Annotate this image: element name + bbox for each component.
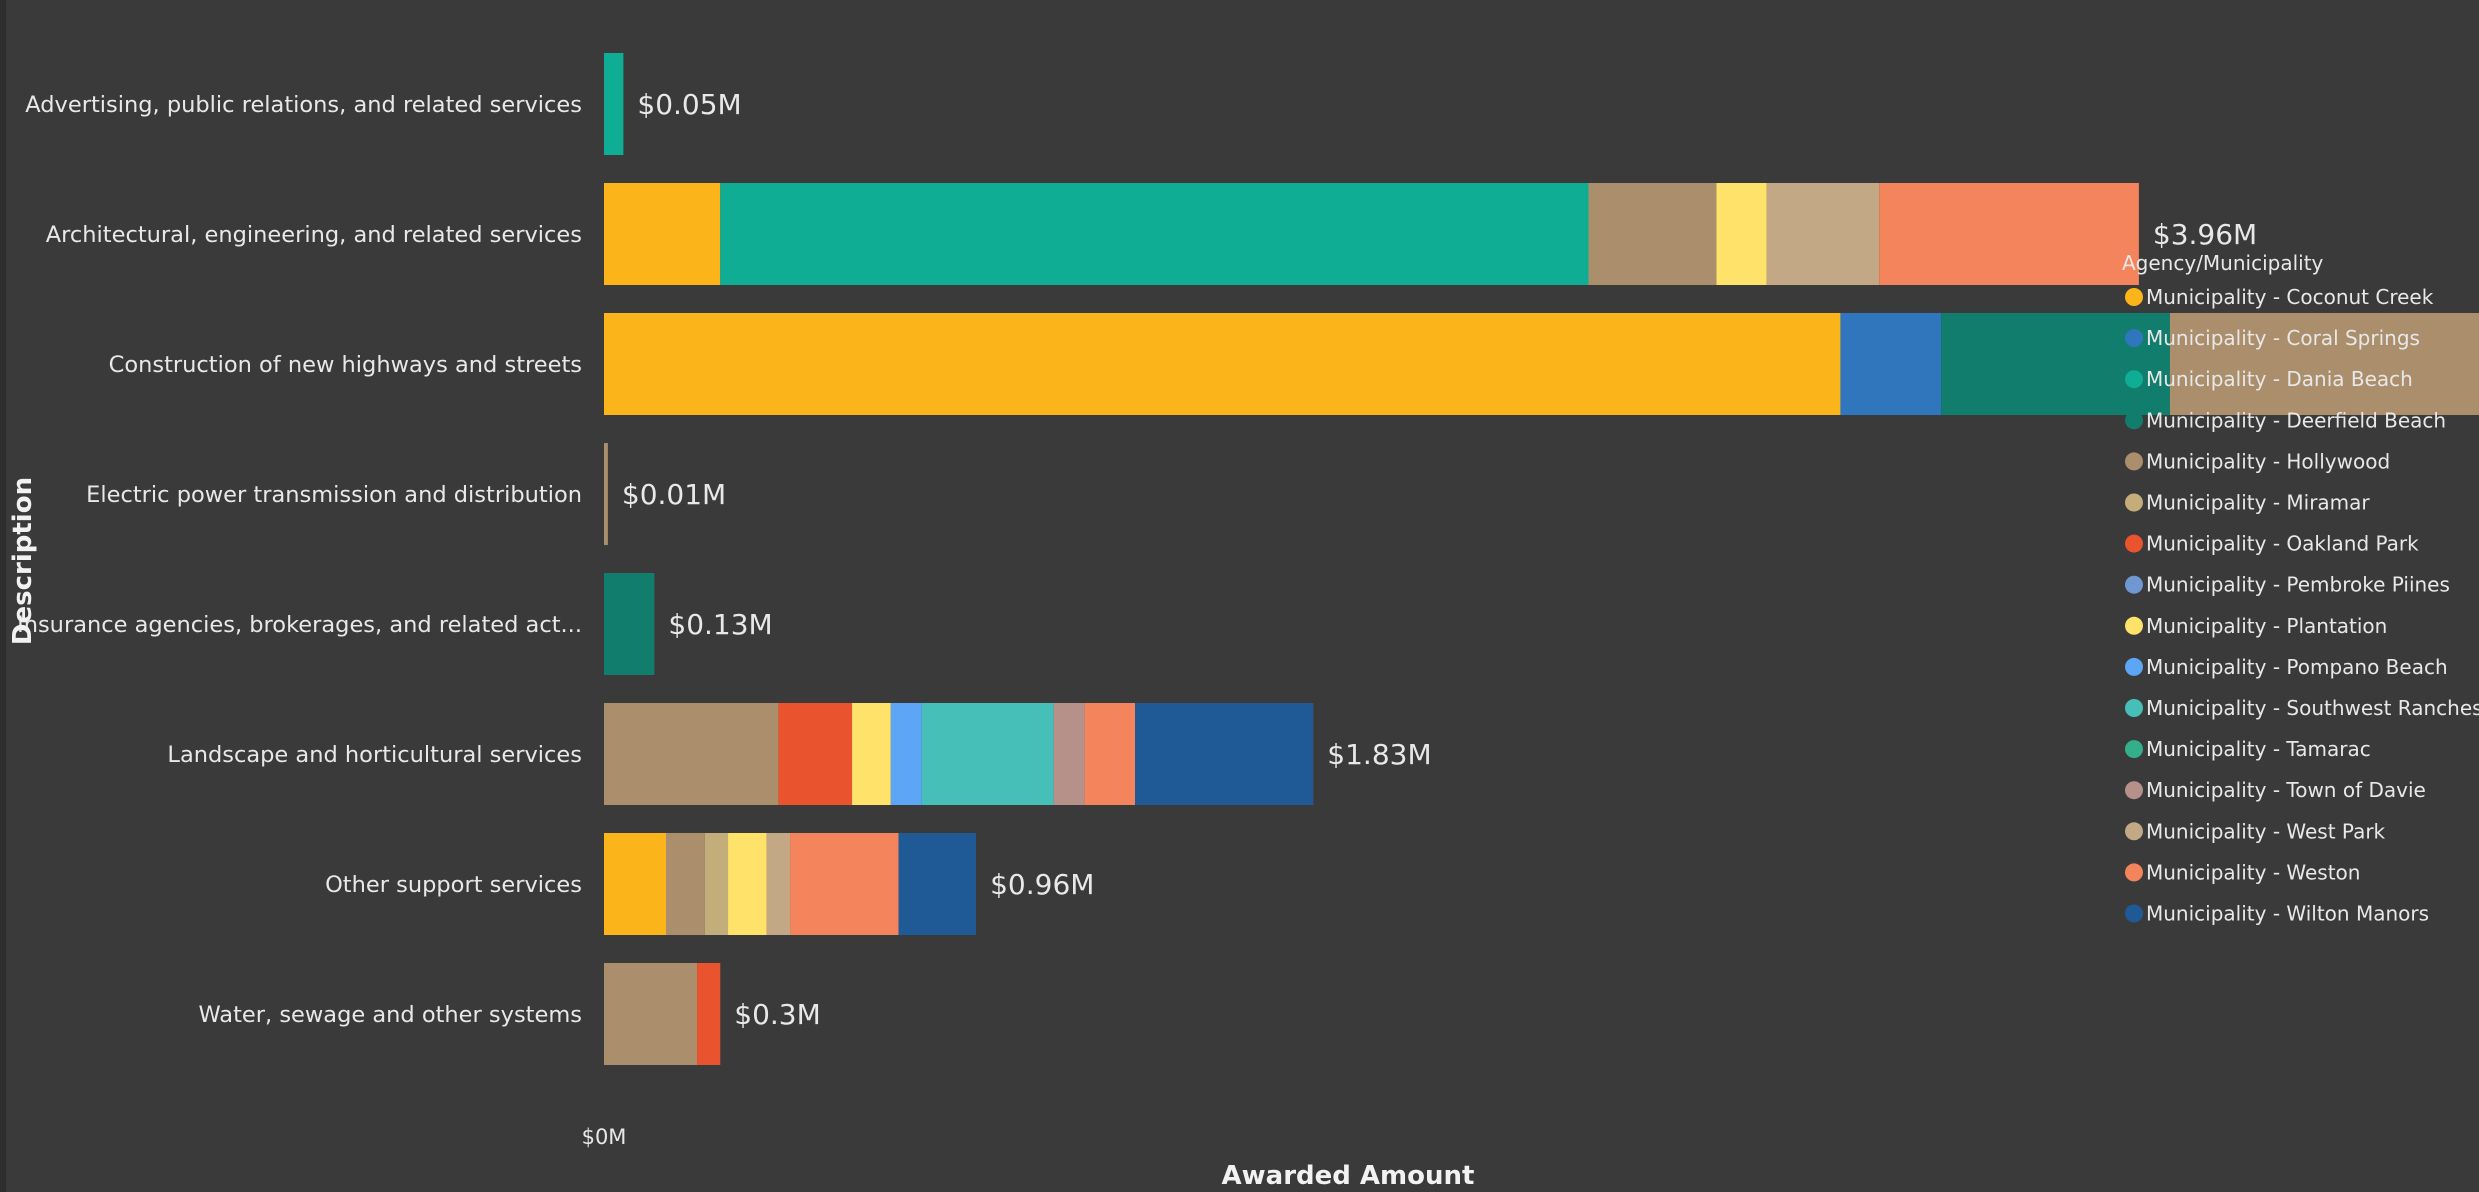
bar-segment (666, 833, 705, 935)
bar-segment (1879, 183, 2139, 285)
bar-segment (1716, 183, 1767, 285)
legend-marker-icon (2125, 329, 2143, 348)
bar-total-label: $0.3M (734, 998, 821, 1031)
bar-segment (1941, 313, 2170, 415)
y-axis-title: Description (8, 477, 38, 645)
bar-segment (697, 963, 721, 1065)
legend-entry: Municipality - Dania Beach (2146, 367, 2413, 391)
bar-segment (790, 833, 899, 935)
legend: Agency/Municipality Municipality - Cocon… (2122, 251, 2479, 926)
legend-entry: Municipality - Town of Davie (2146, 778, 2426, 802)
bar-segment (604, 833, 667, 935)
legend-marker-icon (2125, 575, 2143, 594)
bar-total-label: $0.96M (990, 868, 1094, 901)
total-labels: $0.05M$3.96M$17.83M$0.01M$0.13M$1.83M$0.… (622, 88, 2257, 1031)
legend-entry: Municipality - Pompano Beach (2146, 655, 2448, 679)
x-axis-ticks: $0M$5M$10M$15M (582, 1125, 627, 1149)
legend-marker-icon (2125, 699, 2143, 717)
legend-entry: Municipality - Weston (2146, 860, 2360, 884)
legend-marker-icon (2125, 740, 2143, 759)
legend-entry: Municipality - Oakland Park (2146, 532, 2419, 556)
bar-segment (728, 833, 767, 935)
category-label: Landscape and horticultural services (167, 742, 582, 768)
bar-segment (778, 703, 853, 805)
bar-total-label: $1.83M (1327, 738, 1431, 771)
bar-segment (720, 183, 1589, 285)
bar-segment (604, 183, 721, 285)
legend-marker-icon (2125, 781, 2143, 800)
bar-segment (1766, 183, 1880, 285)
category-label: Insurance agencies, brokerages, and rela… (17, 612, 582, 638)
legend-entry: Municipality - Coconut Creek (2146, 285, 2434, 309)
legend-marker-icon (2125, 288, 2143, 306)
legend-marker-icon (2125, 822, 2143, 841)
bar-segment (921, 703, 1054, 805)
legend-marker-icon (2125, 616, 2143, 635)
legend-marker-icon (2125, 904, 2143, 923)
legend-entry: Municipality - Southwest Ranches (2146, 696, 2479, 720)
bar-total-label: $3.96M (2153, 218, 2257, 251)
bar-segment (704, 833, 729, 935)
bar-segment (604, 703, 779, 805)
bar-segment (1840, 313, 1942, 415)
bar-segment (1588, 183, 1717, 285)
legend-marker-icon (2125, 534, 2143, 553)
legend-entry: Municipality - Wilton Manors (2146, 902, 2429, 926)
bar-segment (898, 833, 977, 935)
left-edge (0, 0, 6, 1192)
legend-marker-icon (2125, 411, 2143, 430)
legend-entry: Municipality - Miramar (2146, 491, 2370, 515)
category-label: Other support services (325, 872, 582, 898)
legend-entry: Municipality - Plantation (2146, 614, 2387, 638)
legend-title: Agency/Municipality (2122, 251, 2324, 275)
bars (604, 53, 2479, 1065)
legend-entry: Municipality - Hollywood (2146, 449, 2390, 473)
bar-total-label: $0.01M (622, 478, 726, 511)
bar-segment (1084, 703, 1136, 805)
legend-entry: Municipality - Deerfield Beach (2146, 408, 2446, 432)
bar-total-label: $0.05M (637, 88, 741, 121)
x-axis-title: Awarded Amount (1222, 1161, 1475, 1191)
legend-entry: Municipality - West Park (2146, 819, 2386, 843)
x-tick-label: $0M (582, 1125, 627, 1149)
legend-marker-icon (2125, 657, 2143, 676)
category-label: Electric power transmission and distribu… (86, 482, 582, 508)
legend-marker-icon (2125, 863, 2143, 882)
bar-segment (604, 313, 1841, 415)
bar-segment (604, 443, 608, 545)
category-label: Advertising, public relations, and relat… (25, 92, 582, 118)
bar-segment (852, 703, 891, 805)
legend-entry: Municipality - Tamarac (2146, 737, 2371, 761)
legend-marker-icon (2125, 452, 2143, 471)
legend-entry: Municipality - Coral Springs (2146, 326, 2420, 350)
bar-segment (1053, 703, 1085, 805)
bar-segment (604, 573, 655, 675)
legend-entry: Municipality - Pembroke Piines (2146, 573, 2450, 597)
category-label: Architectural, engineering, and related … (46, 222, 582, 248)
bar-segment (890, 703, 922, 805)
bar-total-label: $0.13M (668, 608, 772, 641)
bar-segment (766, 833, 791, 935)
category-label: Water, sewage and other systems (199, 1002, 583, 1028)
bar-segment (604, 53, 624, 155)
category-labels: Advertising, public relations, and relat… (17, 92, 582, 1028)
category-label: Construction of new highways and streets (109, 352, 582, 378)
bar-segment (604, 963, 698, 1065)
legend-marker-icon (2125, 370, 2143, 389)
legend-marker-icon (2125, 493, 2143, 512)
bar-segment (1135, 703, 1314, 805)
bar-segment (2169, 313, 2479, 415)
